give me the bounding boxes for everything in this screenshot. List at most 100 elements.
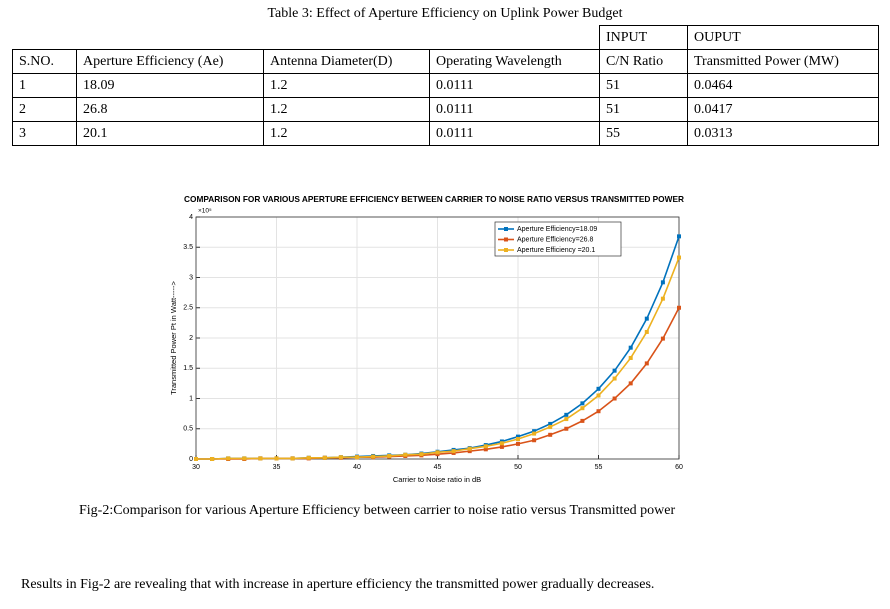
marker	[548, 432, 553, 437]
marker	[483, 447, 488, 452]
cell: 55	[599, 121, 688, 146]
marker	[499, 444, 504, 449]
marker	[516, 441, 520, 446]
legend-marker	[504, 248, 508, 252]
legend-marker	[504, 227, 508, 231]
marker	[580, 401, 585, 406]
marker	[419, 452, 424, 457]
y-tick-label: 2	[189, 335, 193, 342]
legend-marker	[504, 237, 508, 242]
cell: 0.0313	[687, 121, 879, 146]
marker	[548, 424, 553, 429]
marker	[371, 454, 376, 459]
marker	[564, 426, 569, 431]
table-caption: Table 3: Effect of Aperture Efficiency o…	[267, 6, 623, 21]
marker	[628, 345, 633, 350]
marker	[467, 446, 472, 451]
marker	[628, 355, 633, 360]
marker	[258, 456, 263, 461]
marker	[242, 456, 247, 461]
marker	[516, 437, 520, 442]
marker	[290, 456, 295, 461]
chart-title: COMPARISON FOR VARIOUS APERTURE EFFICIEN…	[184, 194, 684, 204]
marker	[660, 296, 665, 301]
marker	[355, 455, 359, 460]
marker	[532, 431, 537, 436]
legend-label: Aperture Efficiency=18.09	[517, 226, 597, 233]
marker	[677, 255, 681, 260]
marker	[564, 412, 569, 417]
group-header: OUPUT	[687, 25, 879, 50]
cell: 0.0417	[687, 97, 879, 122]
cell: 0.0111	[429, 97, 600, 122]
marker	[612, 396, 617, 401]
cell: 20.1	[76, 121, 264, 146]
axes-box	[195, 216, 680, 460]
marker	[274, 456, 279, 461]
x-tick-label: 40	[353, 464, 361, 471]
marker	[677, 305, 681, 310]
marker	[580, 406, 585, 411]
legend-label: Aperture Efficiency =20.1	[517, 247, 595, 254]
y-tick-label: 0	[189, 456, 193, 463]
marker	[516, 434, 520, 439]
marker	[612, 368, 617, 373]
marker	[467, 449, 472, 454]
y-tick-label: 0.5	[183, 426, 193, 433]
table: INPUT OUPUT S.NO. Aperture Efficiency (Ae)…	[12, 25, 879, 146]
cell: Aperture Efficiency (Ae)	[76, 49, 264, 74]
cell: Operating Wavelength	[429, 49, 600, 74]
cell: 51	[599, 97, 688, 122]
cell: 0.0111	[429, 73, 600, 98]
paragraph: Results in Fig-2 are revealing that with…	[21, 577, 655, 592]
marker	[644, 329, 649, 334]
marker	[596, 409, 601, 414]
marker	[451, 449, 456, 454]
marker	[403, 452, 408, 457]
marker	[596, 393, 601, 398]
marker	[210, 457, 215, 461]
marker	[226, 456, 231, 461]
marker	[306, 455, 311, 460]
cell: C/N Ratio	[599, 49, 688, 74]
legend-box	[494, 221, 622, 257]
marker	[483, 444, 488, 449]
marker	[387, 453, 392, 458]
x-tick-label: 60	[675, 464, 683, 471]
marker	[532, 429, 537, 434]
marker	[338, 455, 343, 460]
marker	[660, 336, 665, 341]
marker	[644, 361, 649, 366]
y-axis-label: Transmitted Power Pt in Watt----->	[169, 280, 178, 394]
figure-caption: Fig-2:Comparison for various Aperture Ef…	[79, 503, 676, 518]
marker	[499, 441, 504, 446]
marker	[644, 316, 649, 321]
cell: 18.09	[76, 73, 264, 98]
marker	[628, 381, 633, 386]
marker	[660, 280, 665, 285]
marker	[322, 455, 327, 460]
y-tick-label: 1	[189, 395, 193, 402]
y-tick-label: 1.5	[183, 365, 193, 372]
cell: 0.0111	[429, 121, 600, 146]
x-tick-label: 30	[192, 464, 200, 471]
marker	[548, 421, 553, 426]
x-tick-label: 55	[595, 464, 603, 471]
y-tick-label: 3.5	[183, 244, 193, 251]
cell: Transmitted Power (MW)	[687, 49, 879, 74]
marker	[564, 417, 569, 422]
cell: 1.2	[263, 97, 430, 122]
marker	[596, 386, 601, 391]
y-multiplier: ×10⁵	[198, 208, 212, 215]
marker	[435, 450, 440, 455]
y-tick-label: 2.5	[183, 305, 193, 312]
x-tick-label: 35	[273, 464, 281, 471]
marker	[194, 457, 198, 461]
y-tick-label: 4	[189, 214, 193, 221]
x-tick-label: 45	[434, 464, 442, 471]
marker	[612, 376, 617, 381]
marker	[580, 418, 585, 423]
marker	[532, 438, 537, 443]
